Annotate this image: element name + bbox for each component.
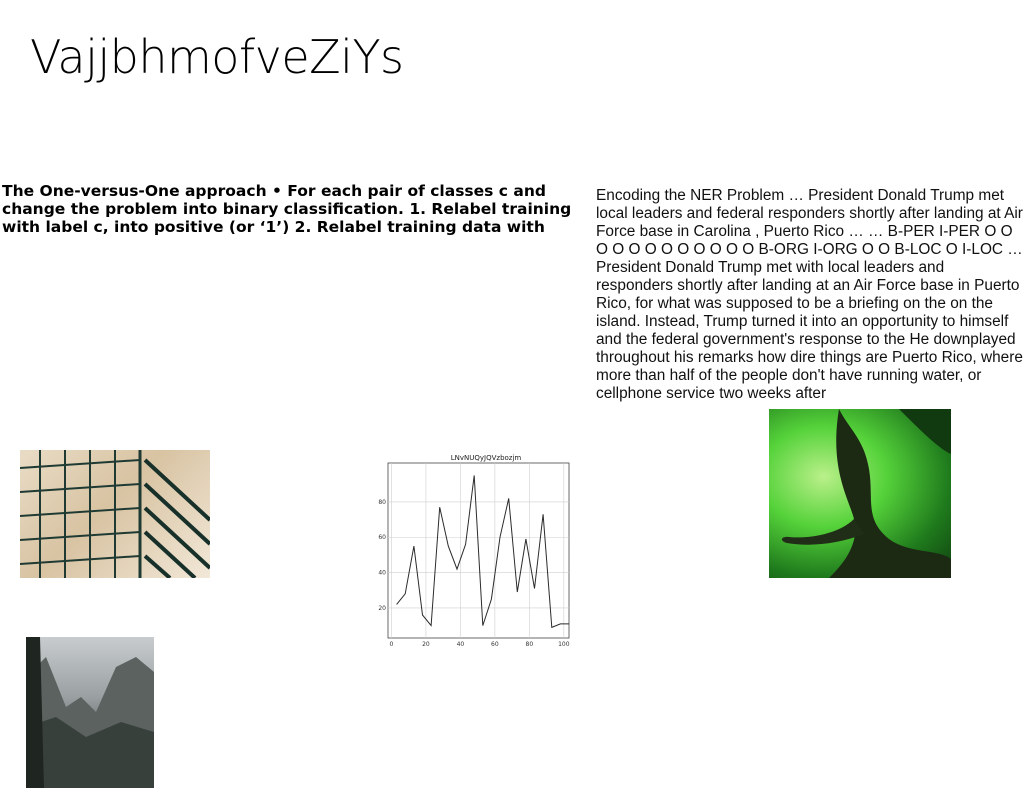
chart-y-tick-label: 20 [378,605,386,612]
chart-x-tick-label: 0 [390,641,394,648]
mountain-illustration [26,637,154,788]
body-paragraph: Encoding the NER Problem … President Don… [596,187,1024,403]
chart-ticks: 0 20 40 60 80 100 20 40 60 80 [378,499,569,648]
chart-series-line [397,475,569,627]
chart-x-tick-label: 40 [457,641,465,648]
chart-x-tick-label: 60 [491,641,499,648]
page-title: VajjbhmofveZiYs [30,30,404,85]
building-illustration [20,450,210,578]
bold-paragraph: The One-versus-One approach • For each p… [2,182,592,236]
mountain-photo [26,637,154,788]
chart-title: LNvNUQyJQVzbozjm [451,454,522,462]
figure-illustration [769,409,951,578]
chart-x-tick-label: 80 [526,641,534,648]
line-chart: LNvNUQyJQVzbozjm 0 20 40 60 80 100 20 40 60 80 [376,450,576,650]
chart-y-tick-label: 40 [378,570,386,577]
chart-y-tick-label: 80 [378,499,386,506]
building-photo [20,450,210,578]
chart-x-tick-label: 20 [422,641,430,648]
line-chart-svg: LNvNUQyJQVzbozjm 0 20 40 60 80 100 20 40 60 80 [376,450,576,650]
figure-photo [769,409,951,578]
chart-y-tick-label: 60 [378,534,386,541]
chart-x-tick-label: 100 [558,641,570,648]
